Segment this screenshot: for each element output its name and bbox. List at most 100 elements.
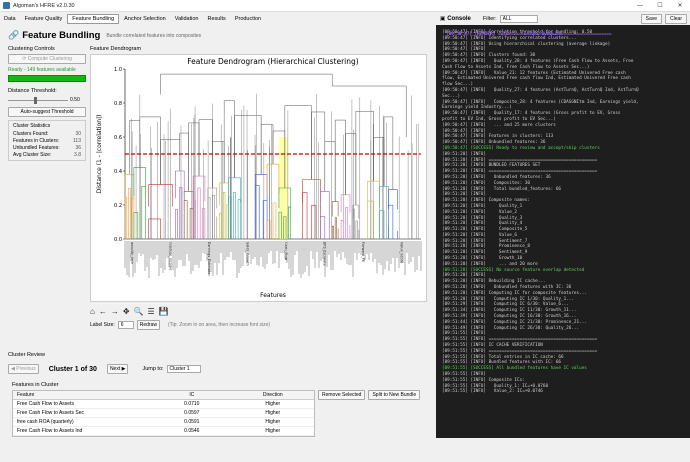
leaf-label-mark	[230, 241, 232, 252]
cluster-link	[288, 206, 292, 231]
home-icon[interactable]: ⌂	[90, 306, 95, 316]
leaf-label-mark	[246, 241, 248, 263]
tree-link	[223, 100, 235, 183]
split-to-new-bundle-button[interactable]: Split to New Bundle	[368, 390, 421, 400]
leaf-label-mark	[208, 241, 210, 276]
cluster-link	[124, 174, 135, 201]
leaf-label-mark	[282, 241, 284, 253]
tab-results[interactable]: Results	[207, 16, 226, 22]
leaf-label-mark	[262, 241, 264, 267]
save-icon[interactable]: 💾	[158, 306, 169, 316]
console-log[interactable]: [09:50:47] [HEADER] ====================…	[438, 26, 688, 436]
leaf-label-mark	[292, 241, 294, 275]
next-button[interactable]: Next ▶	[106, 364, 129, 374]
compute-clustering-button[interactable]: ⟳ Compute Clustering	[8, 54, 86, 64]
leaf-label-mark	[402, 241, 404, 263]
cluster-link	[189, 208, 194, 223]
minimize-icon[interactable]: —	[637, 2, 643, 9]
leaf-label-mark	[172, 241, 174, 270]
filter-select[interactable]: ALL	[499, 14, 538, 23]
threshold-slider[interactable]: 0.50	[8, 97, 86, 104]
features-in-cluster-label: Features in Cluster	[12, 382, 59, 388]
leaf-label-mark	[130, 241, 132, 261]
stat-row: Features in Clusters: 113	[13, 137, 81, 144]
cluster-link	[233, 192, 237, 220]
table-row[interactable]: free cash ROA (quarterly) 0.0591 Higher	[13, 418, 314, 427]
log-line: [09:51:20] [INFO] Composite_5	[442, 227, 528, 233]
save-log-button[interactable]: Save	[640, 13, 663, 24]
slider-handle[interactable]	[34, 97, 37, 104]
leaf-label-mark	[344, 241, 346, 258]
console-title: Console	[447, 15, 471, 22]
tab-feature-bundling[interactable]: Feature Bundling	[67, 14, 120, 24]
leaf-label-mark	[354, 241, 356, 253]
stat-key: Avg Cluster Size:	[13, 151, 52, 158]
pan-icon[interactable]: ✥	[122, 306, 130, 316]
column-ic[interactable]: IC	[189, 392, 195, 398]
leaf-label-mark	[342, 241, 344, 252]
table-row[interactable]: Free Cash Flow to Assets 0.0710 Higher	[13, 400, 314, 409]
tab-data[interactable]: Data	[4, 16, 16, 22]
tab-validation[interactable]: Validation	[174, 16, 199, 22]
forward-arrow-icon[interactable]: →	[110, 306, 119, 316]
log-line: [09:51:55] [INFO] Composite ICs:	[442, 377, 525, 383]
previous-button[interactable]: ◀ Previous	[8, 364, 39, 374]
leaf-label-mark	[128, 241, 130, 277]
label-size-spinbox[interactable]: 6	[117, 321, 134, 329]
cluster-link	[331, 201, 339, 217]
dendrogram-plot[interactable]: Feature Dendrogram (Hierarchical Cluster…	[90, 54, 427, 302]
tab-feature-quality[interactable]: Feature Quality	[24, 16, 63, 22]
leaf-label-mark	[224, 241, 226, 260]
tab-anchor-selection[interactable]: Anchor Selection	[124, 16, 166, 22]
leaf-label-mark	[232, 241, 234, 260]
configure-icon[interactable]: ☰	[147, 306, 155, 316]
log-line: flow, Estimated Univered Free cash flow …	[442, 76, 631, 82]
y-tick-label: 0.0	[114, 237, 122, 243]
log-line: [09:51:55] [INFO] Total entries in IC ca…	[442, 354, 564, 360]
leaf-label-mark	[360, 241, 362, 255]
leaf-label-mark	[146, 241, 148, 267]
threshold-label: Distance Threshold:	[8, 88, 57, 94]
log-line: [09:51:55] [INFO] Value_2: IC=+0.0746	[442, 389, 543, 395]
leaf-label-mark	[144, 241, 146, 271]
table-row[interactable]: Free Cash Flow to Assets Ind 0.0546 Higher	[13, 427, 314, 436]
leaf-label-mark	[308, 241, 310, 276]
clear-log-button[interactable]: Clear	[665, 13, 687, 24]
table-row[interactable]: Free Cash Flow to Assets Sec 0.0597 Higher	[13, 409, 314, 418]
leaf-label-mark	[312, 241, 314, 259]
leaf-label-mark	[242, 241, 244, 266]
y-axis-label: Distance (1 - |correlation|)	[96, 115, 103, 194]
back-arrow-icon[interactable]: ←	[98, 306, 107, 316]
tab-production[interactable]: Production	[234, 16, 262, 22]
leaf-label-mark	[350, 241, 352, 265]
leaf-label-mark	[326, 241, 328, 267]
remove-selected-button[interactable]: Remove Selected	[318, 390, 366, 400]
cell-ic: 0.0546	[184, 428, 200, 434]
log-line: [09:51:20] [INFO] Rebuilding IC cache...	[442, 279, 546, 285]
leaf-label-mark	[154, 241, 156, 259]
leaf-label-mark	[358, 241, 360, 253]
log-line: [09:51:20] [INFO] Total bundled_features…	[442, 186, 561, 192]
leaf-label-mark	[132, 241, 134, 277]
column-direction[interactable]: Direction	[262, 392, 283, 398]
tree-link	[383, 116, 394, 190]
close-icon[interactable]: ✕	[677, 3, 683, 9]
maximize-icon[interactable]: ☐	[657, 3, 663, 9]
leaf-label-mark	[248, 241, 250, 255]
log-line: [09:51:20] [INFO] Prominence_8	[442, 244, 530, 250]
leaf-label: Forward_PE	[361, 242, 365, 262]
column-feature[interactable]: Feature	[17, 392, 35, 398]
jump-select[interactable]: Cluster 1	[166, 365, 201, 373]
cluster-link	[141, 186, 147, 235]
stat-key: Features in Clusters:	[13, 137, 60, 144]
zoom-icon[interactable]: 🔍	[133, 306, 144, 316]
auto-suggest-threshold-button[interactable]: Auto-suggest Threshold	[8, 107, 86, 117]
redraw-button[interactable]: Redraw	[136, 320, 160, 330]
cluster-link	[320, 191, 330, 211]
leaf-label-mark	[138, 241, 140, 253]
stat-row: Unbundled Features: 36	[13, 144, 81, 151]
log-line: [09:51:20] [INFO] ======================…	[442, 157, 598, 163]
log-line: [09:50:47] [HEADER] ====================…	[446, 32, 612, 37]
leaf-label-mark	[276, 241, 278, 251]
leaf-label: residual_income	[168, 242, 172, 270]
